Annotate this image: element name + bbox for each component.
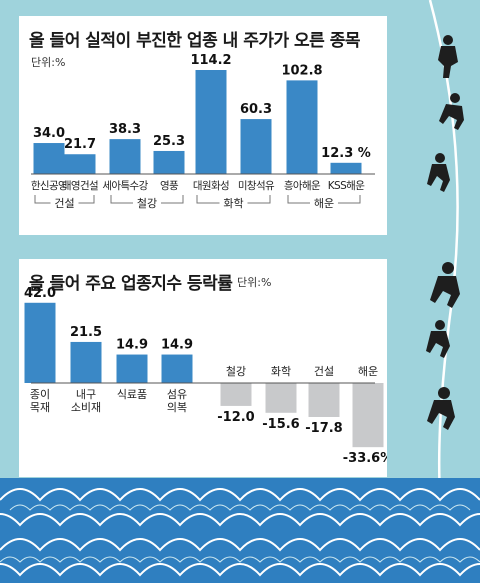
group-label: 해운: [314, 196, 334, 210]
bar: [220, 383, 252, 406]
tick-label: 미창석유: [238, 180, 275, 192]
group-bracket: [338, 195, 361, 204]
tick-label: 태영건설: [62, 180, 98, 192]
data-label: 34.0: [33, 126, 65, 141]
climber-silhouette-icon: [430, 262, 460, 308]
bar: [109, 139, 141, 174]
bar: [24, 302, 56, 383]
climber-silhouette-icon: [427, 153, 450, 192]
bar: [33, 143, 65, 174]
bar: [70, 341, 102, 383]
climber-silhouette-icon: [426, 320, 450, 358]
data-label: 102.8: [281, 63, 322, 78]
bar: [286, 80, 318, 174]
tick-label: 해운: [358, 364, 378, 378]
data-label: -15.6: [262, 417, 299, 432]
tick-label: 대원화성: [193, 180, 229, 192]
bar: [153, 150, 185, 174]
group-bracket: [110, 195, 133, 204]
data-label: 21.5: [70, 325, 102, 340]
group-bracket: [34, 195, 51, 204]
group-bracket: [78, 195, 95, 204]
group-bracket: [247, 195, 271, 204]
group-bracket: [287, 195, 310, 204]
data-label: 14.9: [116, 338, 148, 353]
chart-title: 올 들어 실적이 부진한 업종 내 주가가 오른 종목: [29, 31, 361, 51]
climber-silhouette-icon: [438, 35, 458, 78]
tick-label: 세아특수강: [102, 180, 148, 192]
bar: [64, 154, 96, 174]
chart-top-svg: 34.0 한신공영 21.7 태영건설 38.3 세아특수강 25.3 영풍 114.2 대원화성…: [31, 53, 375, 210]
tick-label: 영풍: [160, 180, 179, 192]
group-label: 건설: [54, 197, 74, 210]
bar: [195, 70, 227, 174]
bar: [352, 383, 384, 448]
group-label: 철강: [137, 197, 157, 210]
climber-silhouette-icon: [427, 387, 455, 430]
tick-label: 내구 소비재: [71, 388, 101, 414]
chart-title: 올 들어 주요 업종지수 등락률: [29, 274, 233, 294]
climber-silhouette-icon: [439, 93, 464, 130]
data-label: 21.7: [64, 137, 96, 152]
tick-label: 화학: [271, 365, 291, 378]
group-label: 화학: [223, 197, 243, 210]
tick-label: 건설: [314, 365, 334, 378]
chart-unit-label: 단위:%: [31, 56, 66, 69]
data-label: -12.0: [217, 410, 254, 425]
chart-panel-bottom: 올 들어 주요 업종지수 등락률 단위:% 42.0 종이 목재 21.5 내구 소비재 1…: [19, 259, 387, 477]
tick-label: 흥아해운: [284, 179, 321, 192]
bar: [240, 119, 272, 174]
bar: [116, 354, 148, 383]
tick-label: KSS해운: [328, 179, 365, 192]
bar: [161, 354, 193, 383]
data-label: 114.2: [190, 53, 231, 68]
bar: [330, 162, 362, 174]
group-bracket: [161, 195, 184, 204]
bar: [308, 383, 340, 417]
chart-panel-top: 올 들어 실적이 부진한 업종 내 주가가 오른 종목 단위:% 34.0 한신공…: [19, 16, 387, 235]
tick-label: 종이 목재: [30, 388, 50, 414]
data-label: -33.6%: [343, 451, 387, 466]
tick-label: 철강: [226, 365, 246, 378]
data-label: 42.0: [24, 286, 56, 301]
tick-label: 한신공영: [31, 180, 67, 192]
data-label: 38.3: [109, 122, 141, 137]
chart-bottom-svg: 42.0 종이 목재 21.5 내구 소비재 14.9 식료품 14.9 섬유 의복 철강 -12.0 화…: [24, 286, 387, 466]
group-bracket: [196, 195, 220, 204]
data-label: -17.8: [305, 421, 342, 436]
wave-pattern-icon: [0, 478, 480, 583]
data-label: 12.3 %: [321, 146, 371, 161]
data-label: 25.3: [153, 134, 185, 149]
data-label: 14.9: [161, 338, 193, 353]
tick-label: 식료품: [117, 388, 147, 401]
data-label: 60.3: [240, 102, 272, 117]
chart-unit-label: 단위:%: [237, 276, 272, 289]
tick-label: 섬유 의복: [167, 388, 187, 414]
bar: [265, 383, 297, 413]
